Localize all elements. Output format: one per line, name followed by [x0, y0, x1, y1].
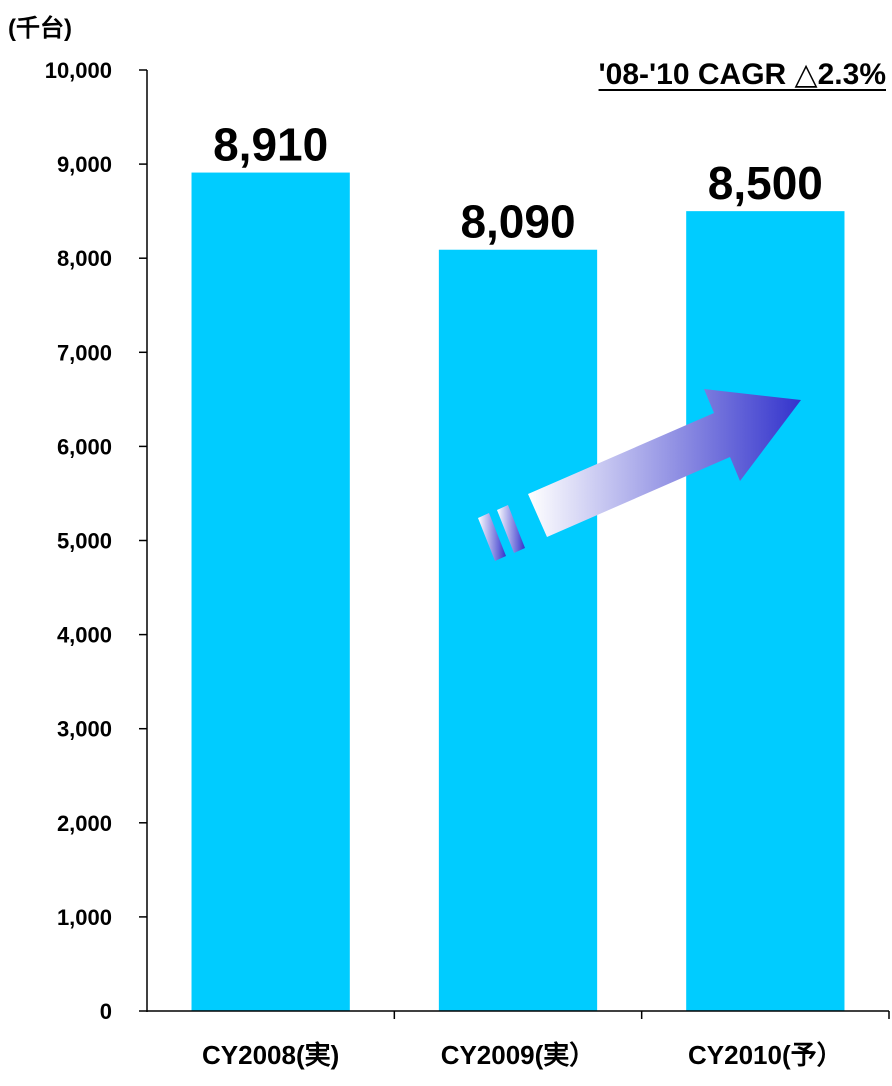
y-tick-label: 0	[100, 999, 112, 1024]
bar	[438, 249, 598, 1011]
category-label: CY2010(予）	[688, 1040, 843, 1070]
data-label: 8,500	[708, 157, 823, 209]
y-tick-label: 7,000	[57, 340, 112, 365]
category-label: CY2008(実)	[202, 1040, 339, 1070]
trend-arrow-body	[528, 389, 801, 537]
y-axis-ticks: 0 1,000 2,000 3,000 4,000 5,000 6,000 7,000 8,00…	[45, 58, 147, 1024]
y-tick-label: 8,000	[57, 246, 112, 271]
y-unit-label: (千台)	[8, 14, 72, 42]
trend-arrow-stripe-1	[497, 505, 525, 553]
y-tick-label: 2,000	[57, 811, 112, 836]
bar	[686, 211, 845, 1011]
bar	[191, 172, 350, 1012]
trend-arrow-stripe-2	[478, 513, 506, 561]
x-axis-ticks	[393, 1011, 890, 1019]
y-tick-label: 9,000	[57, 152, 112, 177]
y-tick-label: 10,000	[45, 58, 112, 83]
category-labels: CY2008(実) CY2009(実） CY2010(予）	[202, 1040, 843, 1070]
y-tick-label: 6,000	[57, 434, 112, 459]
data-label: 8,090	[460, 196, 575, 248]
y-tick-label: 1,000	[57, 905, 112, 930]
y-tick-label: 3,000	[57, 717, 112, 742]
cagr-annotation: '08-'10 CAGR △2.3%	[599, 58, 886, 91]
y-tick-label: 4,000	[57, 623, 112, 648]
trend-arrow-icon	[478, 389, 801, 561]
bars	[191, 172, 845, 1012]
data-labels: 8,910 8,090 8,500	[213, 119, 823, 248]
data-label: 8,910	[213, 119, 328, 171]
category-label: CY2009(実）	[441, 1040, 596, 1070]
y-tick-label: 5,000	[57, 529, 112, 554]
